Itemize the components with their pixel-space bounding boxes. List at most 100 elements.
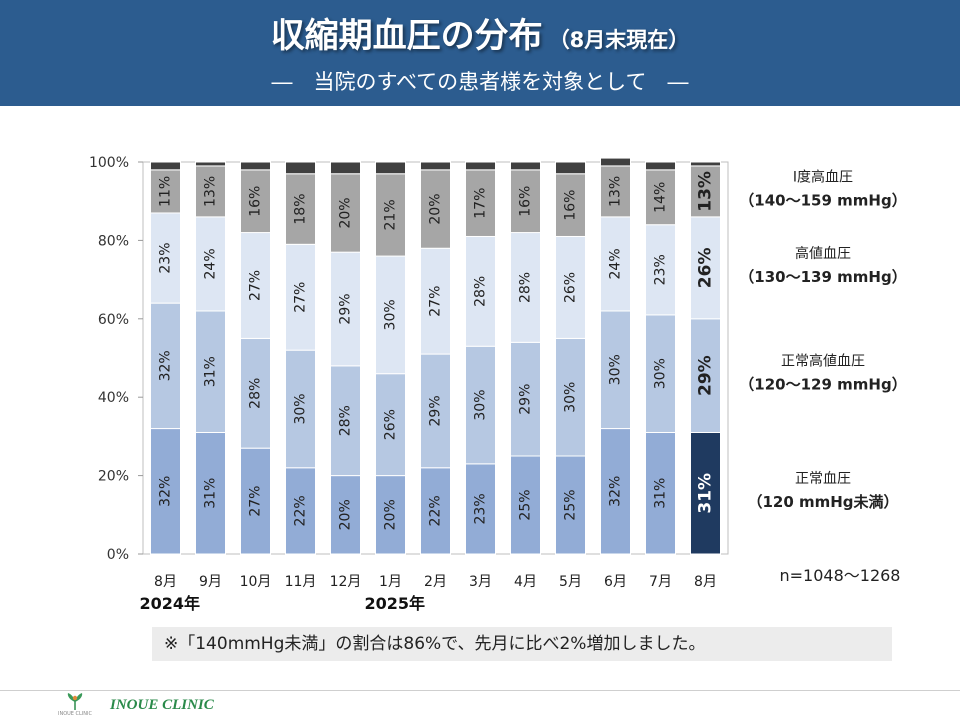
page-subtitle: ― 当院のすべての患者様を対象として ― <box>271 70 689 94</box>
data-label: 30% <box>563 382 579 413</box>
data-label: 30% <box>383 299 399 330</box>
legend-range: （130～139 mmHg） <box>739 268 906 286</box>
bar-segment <box>600 310 631 430</box>
bar-segment <box>240 169 271 234</box>
legend-name: Ⅰ度高血圧 <box>793 168 853 185</box>
data-label: 23% <box>158 242 174 273</box>
data-label: 20% <box>338 499 354 530</box>
data-label: 25% <box>563 489 579 520</box>
bar-segment <box>330 251 361 367</box>
data-label: 14% <box>653 182 669 213</box>
data-label: 30% <box>608 354 624 385</box>
data-label: 28% <box>518 272 534 303</box>
bar-segment <box>645 314 676 433</box>
data-label: 22% <box>293 495 309 526</box>
bar-segment <box>150 212 181 304</box>
data-label: 26% <box>696 247 716 288</box>
bar-segment <box>690 318 721 433</box>
bar-segment <box>420 247 451 355</box>
data-label: 11% <box>158 176 174 207</box>
bar-segment <box>645 224 676 316</box>
bar-segment <box>375 373 406 477</box>
data-label: 32% <box>158 350 174 381</box>
data-label: 23% <box>653 254 669 285</box>
data-label: 30% <box>293 393 309 424</box>
data-label: 31% <box>203 478 219 509</box>
bar-segment <box>375 161 406 175</box>
bar-segment <box>195 165 226 218</box>
data-label: 30% <box>473 389 489 420</box>
legend-name: 正常高値血圧 <box>781 353 865 370</box>
data-label: 28% <box>338 405 354 436</box>
data-label: 27% <box>248 270 264 301</box>
data-label: 29% <box>518 384 534 415</box>
x-tick-label: 6月 <box>604 574 627 590</box>
bar-segment <box>285 349 316 469</box>
y-tick-label: 40% <box>98 390 129 406</box>
data-label: 16% <box>248 186 264 217</box>
x-tick-label: 9月 <box>199 574 222 590</box>
data-label: 29% <box>696 355 716 396</box>
x-tick-label: 2月 <box>424 574 447 590</box>
x-tick-label: 4月 <box>514 574 537 590</box>
bar-segment <box>330 475 361 555</box>
data-label: 27% <box>428 286 444 317</box>
bar-segment <box>375 475 406 555</box>
data-label: 31% <box>203 356 219 387</box>
bar-segment <box>240 447 271 555</box>
x-tick-label: 8月 <box>694 574 717 590</box>
bar-segment <box>375 255 406 375</box>
bar-segment <box>690 216 721 320</box>
clinic-logo-icon <box>67 693 83 710</box>
data-label: 20% <box>338 197 354 228</box>
bar-segment <box>330 161 361 175</box>
clinic-name: INOUE CLINIC <box>110 697 214 713</box>
bar-segment <box>285 173 316 245</box>
data-label: 18% <box>293 193 309 224</box>
x-tick-label: 8月 <box>154 574 177 590</box>
bar-segment <box>150 161 181 171</box>
bar-segment <box>195 431 226 555</box>
bar-segment <box>150 169 181 214</box>
data-label: 31% <box>696 473 716 514</box>
bar-segment <box>285 161 316 175</box>
bar-segment <box>240 337 271 449</box>
bar-segment <box>465 463 496 555</box>
bar-segment <box>465 345 496 465</box>
page-title: 収縮期血圧の分布 （8月末現在） <box>0 8 960 57</box>
data-label: 26% <box>563 272 579 303</box>
bar-segment <box>420 169 451 249</box>
data-label: 16% <box>518 186 534 217</box>
bar-segment <box>645 169 676 226</box>
footer-divider <box>0 690 960 691</box>
data-label: 31% <box>653 478 669 509</box>
legend-range: （120～129 mmHg） <box>739 376 906 394</box>
x-tick-label: 7月 <box>649 574 672 590</box>
data-label: 13% <box>203 176 219 207</box>
y-tick-label: 20% <box>98 469 129 485</box>
title-main: 収縮期血圧の分布 <box>270 16 543 56</box>
x-tick-label: 12月 <box>330 574 362 590</box>
data-label: 29% <box>338 293 354 324</box>
data-label: 24% <box>608 248 624 279</box>
x-tick-label: 11月 <box>285 574 317 590</box>
data-label: 28% <box>248 378 264 409</box>
bar-segment <box>195 310 226 433</box>
title-date: （8月末現在） <box>548 28 690 52</box>
data-label: 16% <box>563 190 579 221</box>
data-label: 28% <box>473 276 489 307</box>
y-tick-label: 80% <box>98 233 129 249</box>
header-bar: 収縮期血圧の分布 （8月末現在） ― 当院のすべての患者様を対象として ― <box>0 0 960 106</box>
bar-segment <box>285 467 316 555</box>
data-label: 23% <box>473 493 489 524</box>
data-label: 27% <box>293 282 309 313</box>
bar-segment <box>600 157 631 167</box>
data-label: 25% <box>518 489 534 520</box>
bar-segment <box>195 161 226 167</box>
bar-segment <box>420 353 451 469</box>
sample-size-label: n=1048～1268 <box>780 566 901 585</box>
legend-range: （140～159 mmHg） <box>739 191 906 209</box>
bar-segment <box>465 169 496 237</box>
bar-segment <box>420 161 451 171</box>
data-label: 29% <box>428 395 444 426</box>
